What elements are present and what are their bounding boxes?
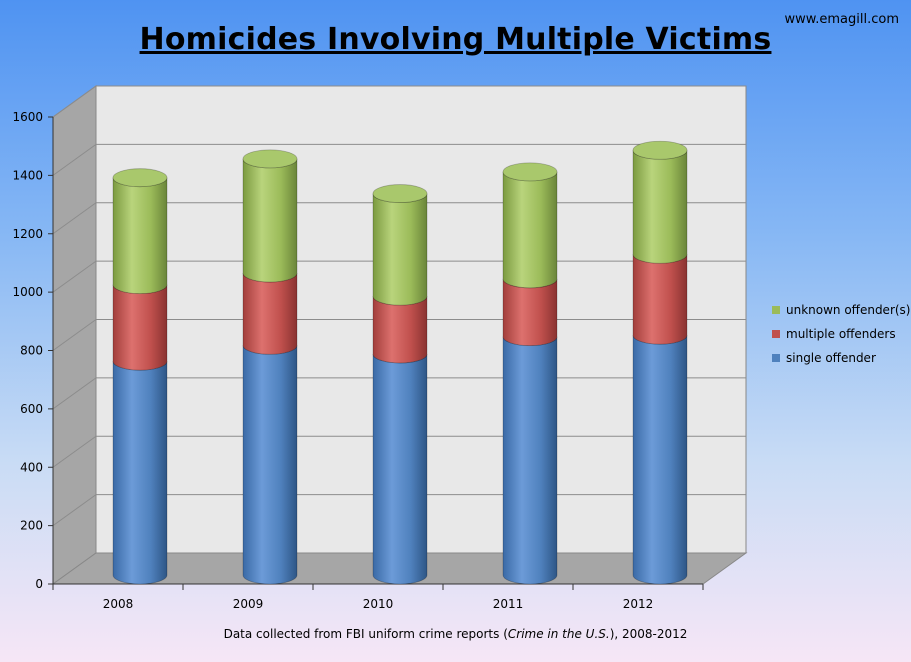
bar-2010-1 — [372, 296, 428, 364]
legend-label: unknown offender(s) — [786, 303, 911, 317]
bar-2008-0 — [112, 361, 168, 585]
y-tick-label: 600 — [20, 402, 43, 416]
gridline-side-1400 — [52, 143, 97, 176]
legend-swatch — [772, 354, 780, 362]
bar-group-2012 — [632, 140, 688, 585]
legend: unknown offender(s) multiple offenders sin… — [772, 298, 911, 370]
bar-top-2011 — [502, 162, 558, 182]
legend-item: single offender — [772, 346, 911, 370]
website-label: www.emagill.com — [784, 12, 899, 27]
y-tick-label: 1400 — [12, 168, 43, 182]
gridline-side-200 — [52, 494, 97, 527]
x-axis-ticks: 2008 2009 2010 2011 2012 — [52, 584, 704, 611]
x-tick-label: 2012 — [623, 597, 654, 611]
y-tick-label: 1200 — [12, 227, 43, 241]
gridline-side-800 — [52, 319, 97, 351]
bar-group-2009 — [242, 149, 298, 585]
bar-top-2008 — [112, 168, 168, 188]
bar-2009-0 — [242, 345, 298, 585]
bar-top-2009 — [242, 149, 298, 169]
y-tick-label: 0 — [35, 577, 43, 591]
caption-italic: Crime in the U.S. — [507, 627, 610, 641]
y-tick-label: 1000 — [12, 285, 43, 299]
bar-2010-0 — [372, 353, 428, 585]
x-tick-label: 2008 — [103, 597, 134, 611]
bar-2011-2 — [502, 171, 558, 289]
bar-2010-2 — [372, 193, 428, 306]
bars — [112, 140, 688, 585]
bar-2009-1 — [242, 272, 298, 355]
legend-item: multiple offenders — [772, 322, 911, 346]
chart-title: Homicides Involving Multiple Victims — [139, 22, 772, 57]
y-tick-label: 200 — [20, 519, 43, 533]
x-tick-label: 2010 — [363, 597, 394, 611]
legend-item: unknown offender(s) — [772, 298, 911, 322]
bar-top-2012 — [632, 140, 688, 160]
bar-2011-0 — [502, 336, 558, 585]
bar-2011-1 — [502, 278, 558, 347]
gridline-side-1200 — [52, 202, 97, 235]
gridline-side-600 — [52, 377, 97, 410]
x-tick-label: 2009 — [233, 597, 264, 611]
bar-2012-0 — [632, 335, 688, 585]
legend-swatch — [772, 306, 780, 314]
bar-2009-2 — [242, 158, 298, 283]
caption-prefix: Data collected from FBI uniform crime re… — [223, 627, 508, 641]
y-tick-label: 400 — [20, 460, 43, 474]
y-axis-ticks: 0 200 400 600 800 1000 1200 1400 1600 — [12, 110, 53, 591]
bar-group-2011 — [502, 162, 558, 585]
gridline-side-400 — [52, 435, 97, 468]
y-tick-label: 800 — [20, 344, 43, 358]
bar-2008-1 — [112, 284, 168, 371]
bar-top-2010 — [372, 184, 428, 203]
caption-suffix: ), 2008-2012 — [609, 627, 688, 641]
bar-2012-1 — [632, 254, 688, 345]
legend-swatch — [772, 330, 780, 338]
gridline-side-1600 — [52, 85, 97, 118]
caption: Data collected from FBI uniform crime re… — [0, 627, 911, 641]
bar-2008-2 — [112, 177, 168, 294]
bar-group-2008 — [112, 168, 168, 585]
legend-label: multiple offenders — [786, 327, 896, 341]
gridline-side-1000 — [52, 260, 97, 293]
legend-label: single offender — [786, 351, 876, 365]
y-tick-label: 1600 — [12, 110, 43, 124]
bar-2012-2 — [632, 150, 688, 264]
x-tick-label: 2011 — [493, 597, 524, 611]
bar-group-2010 — [372, 184, 428, 585]
